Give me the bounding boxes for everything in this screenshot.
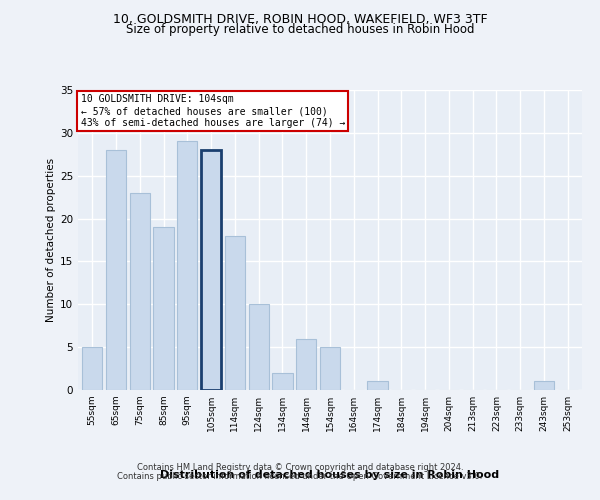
Bar [248, 304, 269, 390]
Text: 10 GOLDSMITH DRIVE: 104sqm
← 57% of detached houses are smaller (100)
43% of sem: 10 GOLDSMITH DRIVE: 104sqm ← 57% of deta… [80, 94, 345, 128]
Text: 10, GOLDSMITH DRIVE, ROBIN HOOD, WAKEFIELD, WF3 3TF: 10, GOLDSMITH DRIVE, ROBIN HOOD, WAKEFIE… [113, 12, 487, 26]
Text: Contains public sector information licensed under the Open Government Licence v3: Contains public sector information licen… [118, 472, 482, 481]
Bar [82, 347, 103, 390]
Text: Size of property relative to detached houses in Robin Hood: Size of property relative to detached ho… [126, 22, 474, 36]
Y-axis label: Number of detached properties: Number of detached properties [46, 158, 56, 322]
Text: Contains HM Land Registry data © Crown copyright and database right 2024.: Contains HM Land Registry data © Crown c… [137, 464, 463, 472]
Bar [201, 150, 221, 390]
Bar [225, 236, 245, 390]
X-axis label: Distribution of detached houses by size in Robin Hood: Distribution of detached houses by size … [160, 470, 500, 480]
Bar [367, 382, 388, 390]
Bar [296, 338, 316, 390]
Bar [154, 227, 173, 390]
Bar [272, 373, 293, 390]
Bar [130, 193, 150, 390]
Bar [177, 142, 197, 390]
Bar [534, 382, 554, 390]
Bar [106, 150, 126, 390]
Bar [320, 347, 340, 390]
